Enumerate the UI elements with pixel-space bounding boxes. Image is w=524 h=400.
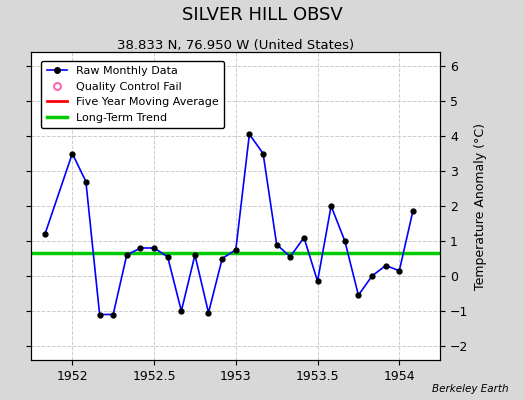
Text: SILVER HILL OBSV: SILVER HILL OBSV [182, 6, 342, 24]
Y-axis label: Temperature Anomaly (°C): Temperature Anomaly (°C) [474, 122, 487, 290]
Text: Berkeley Earth: Berkeley Earth [432, 384, 508, 394]
Legend: Raw Monthly Data, Quality Control Fail, Five Year Moving Average, Long-Term Tren: Raw Monthly Data, Quality Control Fail, … [41, 61, 224, 128]
Title: 38.833 N, 76.950 W (United States): 38.833 N, 76.950 W (United States) [117, 39, 354, 52]
